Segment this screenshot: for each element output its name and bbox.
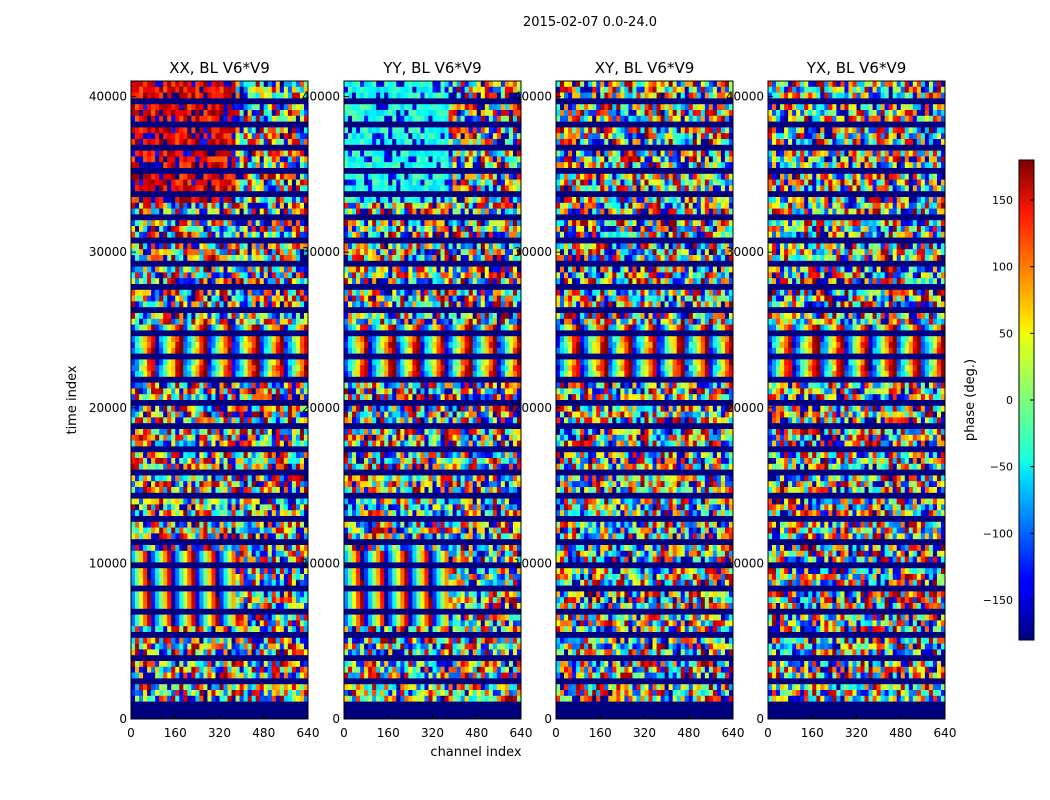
x-tick-label: 160	[164, 726, 187, 740]
colorbar-tick-label: 100	[992, 261, 1013, 274]
colorbar-tick-label: 50	[999, 327, 1013, 340]
panel-title: XX, BL V6*V9	[169, 59, 270, 77]
y-tick-label: 0	[544, 712, 552, 726]
heatmap-image	[131, 81, 309, 720]
x-tick-label: 640	[510, 726, 533, 740]
panels: XX, BL V6*V9 0 160 320 480 640 0 10000 20000 3000…	[89, 59, 957, 740]
y-tick-label: 20000	[726, 401, 764, 415]
y-tick-label: 10000	[302, 556, 340, 570]
x-tick-label: 160	[801, 726, 824, 740]
y-tick-label: 30000	[89, 245, 127, 259]
y-tick-label: 40000	[302, 90, 340, 104]
colorbar-tick-label: −150	[983, 594, 1013, 607]
y-tick-label: 30000	[514, 245, 552, 259]
y-tick-label: 40000	[514, 90, 552, 104]
x-tick-label: 640	[934, 726, 957, 740]
y-tick-label: 20000	[89, 401, 127, 415]
panel-xx: XX, BL V6*V9 0 160 320 480 640 0 10000 20000 3000…	[89, 59, 320, 740]
x-tick-label: 320	[845, 726, 868, 740]
y-tick-label: 10000	[89, 556, 127, 570]
y-tick-label: 0	[332, 712, 340, 726]
x-tick-label: 480	[677, 726, 700, 740]
heatmap-image	[344, 81, 522, 720]
y-tick-label: 40000	[89, 90, 127, 104]
y-axis-label: time index	[65, 365, 80, 434]
y-tick-label: 20000	[302, 401, 340, 415]
heatmap-image	[556, 81, 734, 720]
y-tick-label: 20000	[514, 401, 552, 415]
panel-title: YY, BL V6*V9	[382, 59, 481, 77]
x-tick-label: 640	[297, 726, 320, 740]
figure-suptitle: 2015-02-07 0.0-24.0	[523, 15, 657, 30]
x-tick-label: 0	[764, 726, 772, 740]
y-tick-label: 30000	[726, 245, 764, 259]
panel-xy: XY, BL V6*V9 0 160 320 480 640 0 10000 20000 3000…	[514, 59, 745, 740]
x-tick-label: 480	[465, 726, 488, 740]
colorbar-tick-label: −100	[983, 527, 1013, 540]
panel-title: YX, BL V6*V9	[806, 59, 907, 77]
x-tick-label: 0	[127, 726, 135, 740]
x-axis-label: channel index	[430, 745, 521, 760]
y-tick-label: 0	[119, 712, 127, 726]
colorbar: −150 −100 −50 0 50 100 150	[983, 159, 1035, 641]
x-tick-label: 0	[552, 726, 560, 740]
x-tick-label: 160	[377, 726, 400, 740]
x-tick-label: 320	[633, 726, 656, 740]
x-tick-label: 480	[252, 726, 275, 740]
y-tick-label: 10000	[726, 556, 764, 570]
y-tick-label: 10000	[514, 556, 552, 570]
colorbar-label: phase (deg.)	[963, 359, 978, 441]
colorbar-tick-label: 0	[1006, 394, 1013, 407]
colorbar-tick-label: 150	[992, 194, 1013, 207]
panel-yx: YX, BL V6*V9 0 160 320 480 640 0 10000 20000 3000…	[726, 59, 957, 740]
x-tick-label: 320	[208, 726, 231, 740]
x-tick-label: 160	[589, 726, 612, 740]
panel-yy: YY, BL V6*V9 0 160 320 480 640 0 10000 20000 3000…	[302, 59, 533, 740]
x-tick-label: 640	[722, 726, 745, 740]
heatmap-image	[768, 81, 946, 720]
x-tick-label: 320	[421, 726, 444, 740]
y-tick-label: 30000	[302, 245, 340, 259]
panel-title: XY, BL V6*V9	[595, 59, 695, 77]
colorbar-tick-label: −50	[990, 461, 1013, 474]
x-tick-label: 0	[340, 726, 348, 740]
y-tick-label: 0	[756, 712, 764, 726]
y-tick-label: 40000	[726, 90, 764, 104]
x-tick-label: 480	[889, 726, 912, 740]
